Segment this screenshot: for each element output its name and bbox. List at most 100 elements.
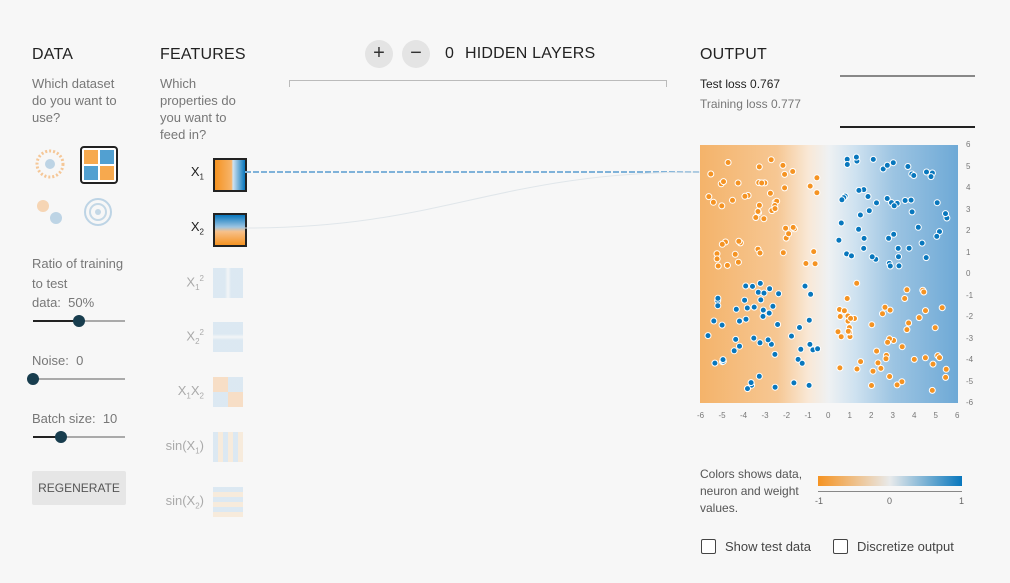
data-point [771, 205, 779, 213]
legend-axis [818, 487, 962, 492]
data-point [895, 262, 903, 270]
data-point [928, 386, 936, 394]
y-tick-label: -4 [966, 355, 974, 364]
show-test-data-label[interactable]: Show test data [725, 539, 811, 554]
feature-label-part: X [190, 164, 200, 179]
data-point [864, 193, 872, 200]
data-point [813, 189, 821, 197]
circle-dataset-icon[interactable] [32, 146, 68, 182]
legend-tick-zero: 0 [887, 496, 893, 506]
x1x2-feature-icon[interactable] [213, 377, 243, 407]
spiral-dataset-graphic [84, 198, 112, 226]
feature-label-part: 2 [199, 227, 204, 237]
add-layer-button[interactable]: + [365, 40, 393, 68]
data-point [802, 260, 810, 267]
data-point [755, 201, 763, 209]
x1-squared-feature-icon[interactable] [213, 268, 243, 298]
data-point [813, 174, 821, 182]
feature-label-part: 1 [186, 391, 191, 401]
data-point [794, 355, 802, 363]
features-question: Which properties do you want to feed in? [160, 76, 236, 142]
data-point [759, 306, 767, 314]
data-point [834, 328, 842, 336]
hidden-layers-count: 0 [445, 45, 455, 62]
y-tick-label: -3 [966, 333, 974, 343]
data-point [705, 193, 713, 201]
x1-feature-icon[interactable] [213, 158, 247, 192]
test-loss-value: 0.767 [750, 77, 781, 91]
data-point [710, 317, 718, 325]
x-tick-label: 0 [826, 411, 831, 420]
data-point [836, 313, 844, 320]
data-point [730, 347, 738, 355]
spiral-dataset-icon[interactable] [80, 194, 116, 230]
data-point [720, 178, 727, 186]
remove-layer-button[interactable]: − [402, 40, 430, 68]
data-point [704, 332, 712, 340]
feature-label-5: X1X2 [160, 383, 204, 401]
y-tick-label: 0 [966, 269, 971, 278]
data-point [797, 345, 805, 353]
data-point [903, 286, 911, 294]
data-point [856, 211, 864, 219]
ratio-slider[interactable] [33, 315, 125, 327]
x-tick-label: 4 [912, 411, 917, 420]
data-point [848, 252, 855, 260]
data-point [806, 340, 814, 348]
data-point [759, 312, 767, 320]
x2-feature-icon[interactable] [213, 213, 247, 247]
data-point [750, 303, 758, 311]
data-point [933, 199, 941, 207]
data-point [747, 379, 755, 387]
feature-label-part: sin(X [165, 438, 196, 453]
batch-label: Batch size: [32, 411, 96, 426]
noise-slider-thumb[interactable] [27, 373, 39, 385]
regenerate-button[interactable]: REGENERATE [32, 471, 126, 505]
clusters-dataset-icon[interactable] [80, 146, 118, 184]
data-point [796, 324, 803, 331]
discretize-output-checkbox[interactable] [833, 539, 848, 554]
batch-slider-thumb[interactable] [55, 431, 67, 443]
training-loss-row: Training loss 0.777 [700, 97, 801, 111]
gaussian-dataset-graphic [37, 200, 62, 224]
ratio-slider-thumb[interactable] [73, 315, 85, 327]
data-point [718, 240, 726, 248]
data-point [879, 310, 886, 318]
y-tick-label: -5 [966, 376, 974, 386]
data-point [838, 196, 846, 204]
x-tick-label: -2 [783, 411, 791, 420]
feature-label-part: 1 [195, 446, 200, 456]
x-tick-label: 3 [890, 411, 895, 420]
data-point [942, 373, 950, 381]
batch-slider[interactable] [33, 431, 125, 443]
sin-x1-feature-icon[interactable] [213, 432, 243, 462]
data-point [837, 333, 845, 341]
data-point [729, 196, 736, 204]
data-point [927, 173, 935, 181]
sin-x2-feature-icon[interactable] [213, 487, 243, 517]
legend-text: Colors shows data, neuron and weight val… [700, 467, 803, 515]
data-point [938, 304, 946, 312]
data-point [893, 381, 901, 389]
data-point [907, 196, 915, 204]
feature-label-part: X [177, 383, 187, 398]
data-point [756, 279, 764, 287]
discretize-output-label[interactable]: Discretize output [857, 539, 954, 554]
training-loss-label: Training loss [700, 97, 768, 111]
x2-squared-feature-icon[interactable] [213, 322, 243, 352]
data-heading: DATA [32, 46, 74, 63]
training-loss-value: 0.777 [770, 97, 801, 111]
data-point [757, 296, 765, 304]
gaussian-dataset-icon[interactable] [32, 194, 68, 230]
noise-slider[interactable] [27, 373, 125, 385]
data-point [910, 355, 918, 363]
show-test-data-checkbox[interactable] [701, 539, 716, 554]
feature-label-2: X2 [160, 219, 204, 237]
data-point [835, 236, 843, 244]
batch-slider-fill [33, 436, 61, 438]
data-point [771, 383, 779, 391]
x-tick-label: 2 [869, 411, 874, 420]
data-point [760, 289, 768, 297]
x-tick-label: -3 [761, 411, 769, 420]
data-point [873, 199, 880, 207]
